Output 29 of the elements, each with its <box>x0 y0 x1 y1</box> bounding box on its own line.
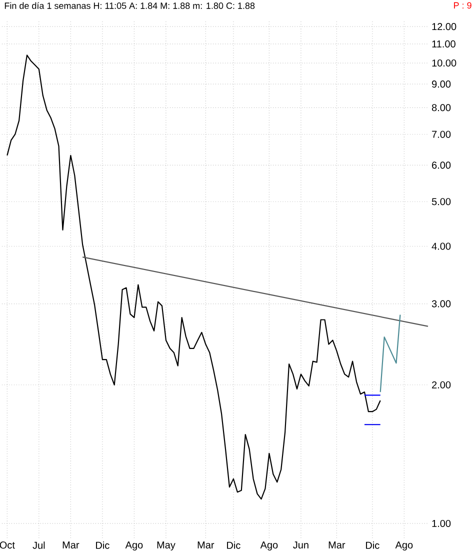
x-tick-label: Dic <box>227 542 240 549</box>
x-tick-label: Mar <box>198 542 214 548</box>
y-tick-label: 7.00 <box>432 130 451 138</box>
line-series <box>380 314 401 393</box>
y-tick-label: 10.00 <box>432 59 456 67</box>
y-tick-label: 1.00 <box>432 520 451 528</box>
y-tick-label: 8.00 <box>432 104 451 112</box>
x-tick-label: Dic <box>366 542 380 549</box>
y-tick-label: 9.00 <box>432 80 451 88</box>
y-tick-label: 12.00 <box>432 23 456 30</box>
x-tick-label: Dic <box>96 542 110 549</box>
x-tick-label: Mar <box>62 542 80 548</box>
x-tick-label: May <box>157 542 176 550</box>
x-tick-label: Ago <box>395 542 413 550</box>
x-tick-label: Oct <box>0 542 15 549</box>
y-tick-label: 11.00 <box>432 40 456 48</box>
y-tick-label: 5.00 <box>432 198 451 206</box>
y-tick-label: 4.00 <box>432 242 451 250</box>
y-tick-label: 6.00 <box>432 162 451 169</box>
y-tick-label: 3.00 <box>432 300 451 308</box>
x-tick-label: Jul <box>32 542 45 549</box>
text: P : 9 <box>454 2 472 9</box>
x-tick-label: Mar <box>328 542 346 548</box>
x-tick-label: Ago <box>125 542 143 550</box>
y-tick-label: 2.00 <box>432 381 451 388</box>
line-series <box>6 54 381 500</box>
chart-title: Fin de día 1 semanas H: 11:05 A: 1.84 M: 1.88 m: 1.80 C: 1.88 <box>4 2 255 9</box>
x-tick-label: Jun <box>293 542 308 548</box>
x-tick-label: Ago <box>260 542 278 550</box>
